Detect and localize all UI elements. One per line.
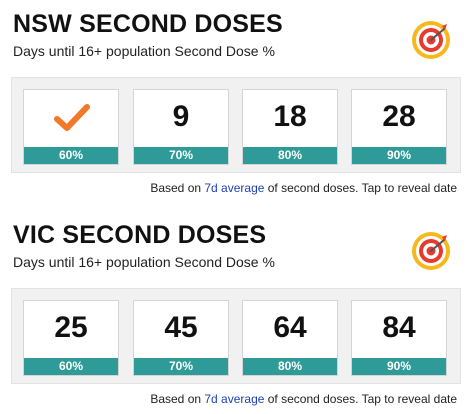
percent-label: 70% [134,358,228,375]
days-value: 25 [54,311,88,344]
section-subtitle: Days until 16+ population Second Dose % [13,254,275,270]
target-icon [412,232,450,270]
target-icon [412,21,450,59]
note-prefix: Based on [150,392,205,406]
checkmark-icon [54,104,90,131]
milestone-card-70[interactable]: 45 70% [133,300,229,376]
average-note: Based on 7d average of second doses. Tap… [150,181,457,195]
percent-label: 60% [24,147,118,164]
milestone-card-90[interactable]: 28 90% [351,89,447,165]
percent-label: 70% [134,147,228,164]
section-subtitle: Days until 16+ population Second Dose % [13,43,275,59]
milestone-card-80[interactable]: 18 80% [242,89,338,165]
milestone-card-60[interactable]: 60% [23,89,119,165]
note-suffix: of second doses. Tap to reveal date [264,392,457,406]
days-value: 28 [382,100,416,133]
milestone-card-70[interactable]: 9 70% [133,89,229,165]
percent-label: 80% [243,147,337,164]
milestone-card-60[interactable]: 25 60% [23,300,119,376]
section-title: NSW SECOND DOSES [13,10,283,38]
days-panel: 25 60% 45 70% 64 80% 84 90% [11,288,461,384]
milestone-card-90[interactable]: 84 90% [351,300,447,376]
days-value: 64 [273,311,307,344]
days-value: 18 [273,100,307,133]
percent-label: 60% [24,358,118,375]
days-panel: 60% 9 70% 18 80% 28 90% [11,77,461,173]
seven-day-average-link[interactable]: 7d average [204,392,265,406]
days-value: 45 [164,311,198,344]
days-value: 9 [172,100,190,133]
days-value: 84 [382,311,416,344]
seven-day-average-link[interactable]: 7d average [204,181,265,195]
milestone-card-80[interactable]: 64 80% [242,300,338,376]
percent-label: 90% [352,358,446,375]
note-suffix: of second doses. Tap to reveal date [264,181,457,195]
percent-label: 80% [243,358,337,375]
average-note: Based on 7d average of second doses. Tap… [150,392,457,406]
note-prefix: Based on [150,181,205,195]
percent-label: 90% [352,147,446,164]
section-title: VIC SECOND DOSES [13,221,267,249]
